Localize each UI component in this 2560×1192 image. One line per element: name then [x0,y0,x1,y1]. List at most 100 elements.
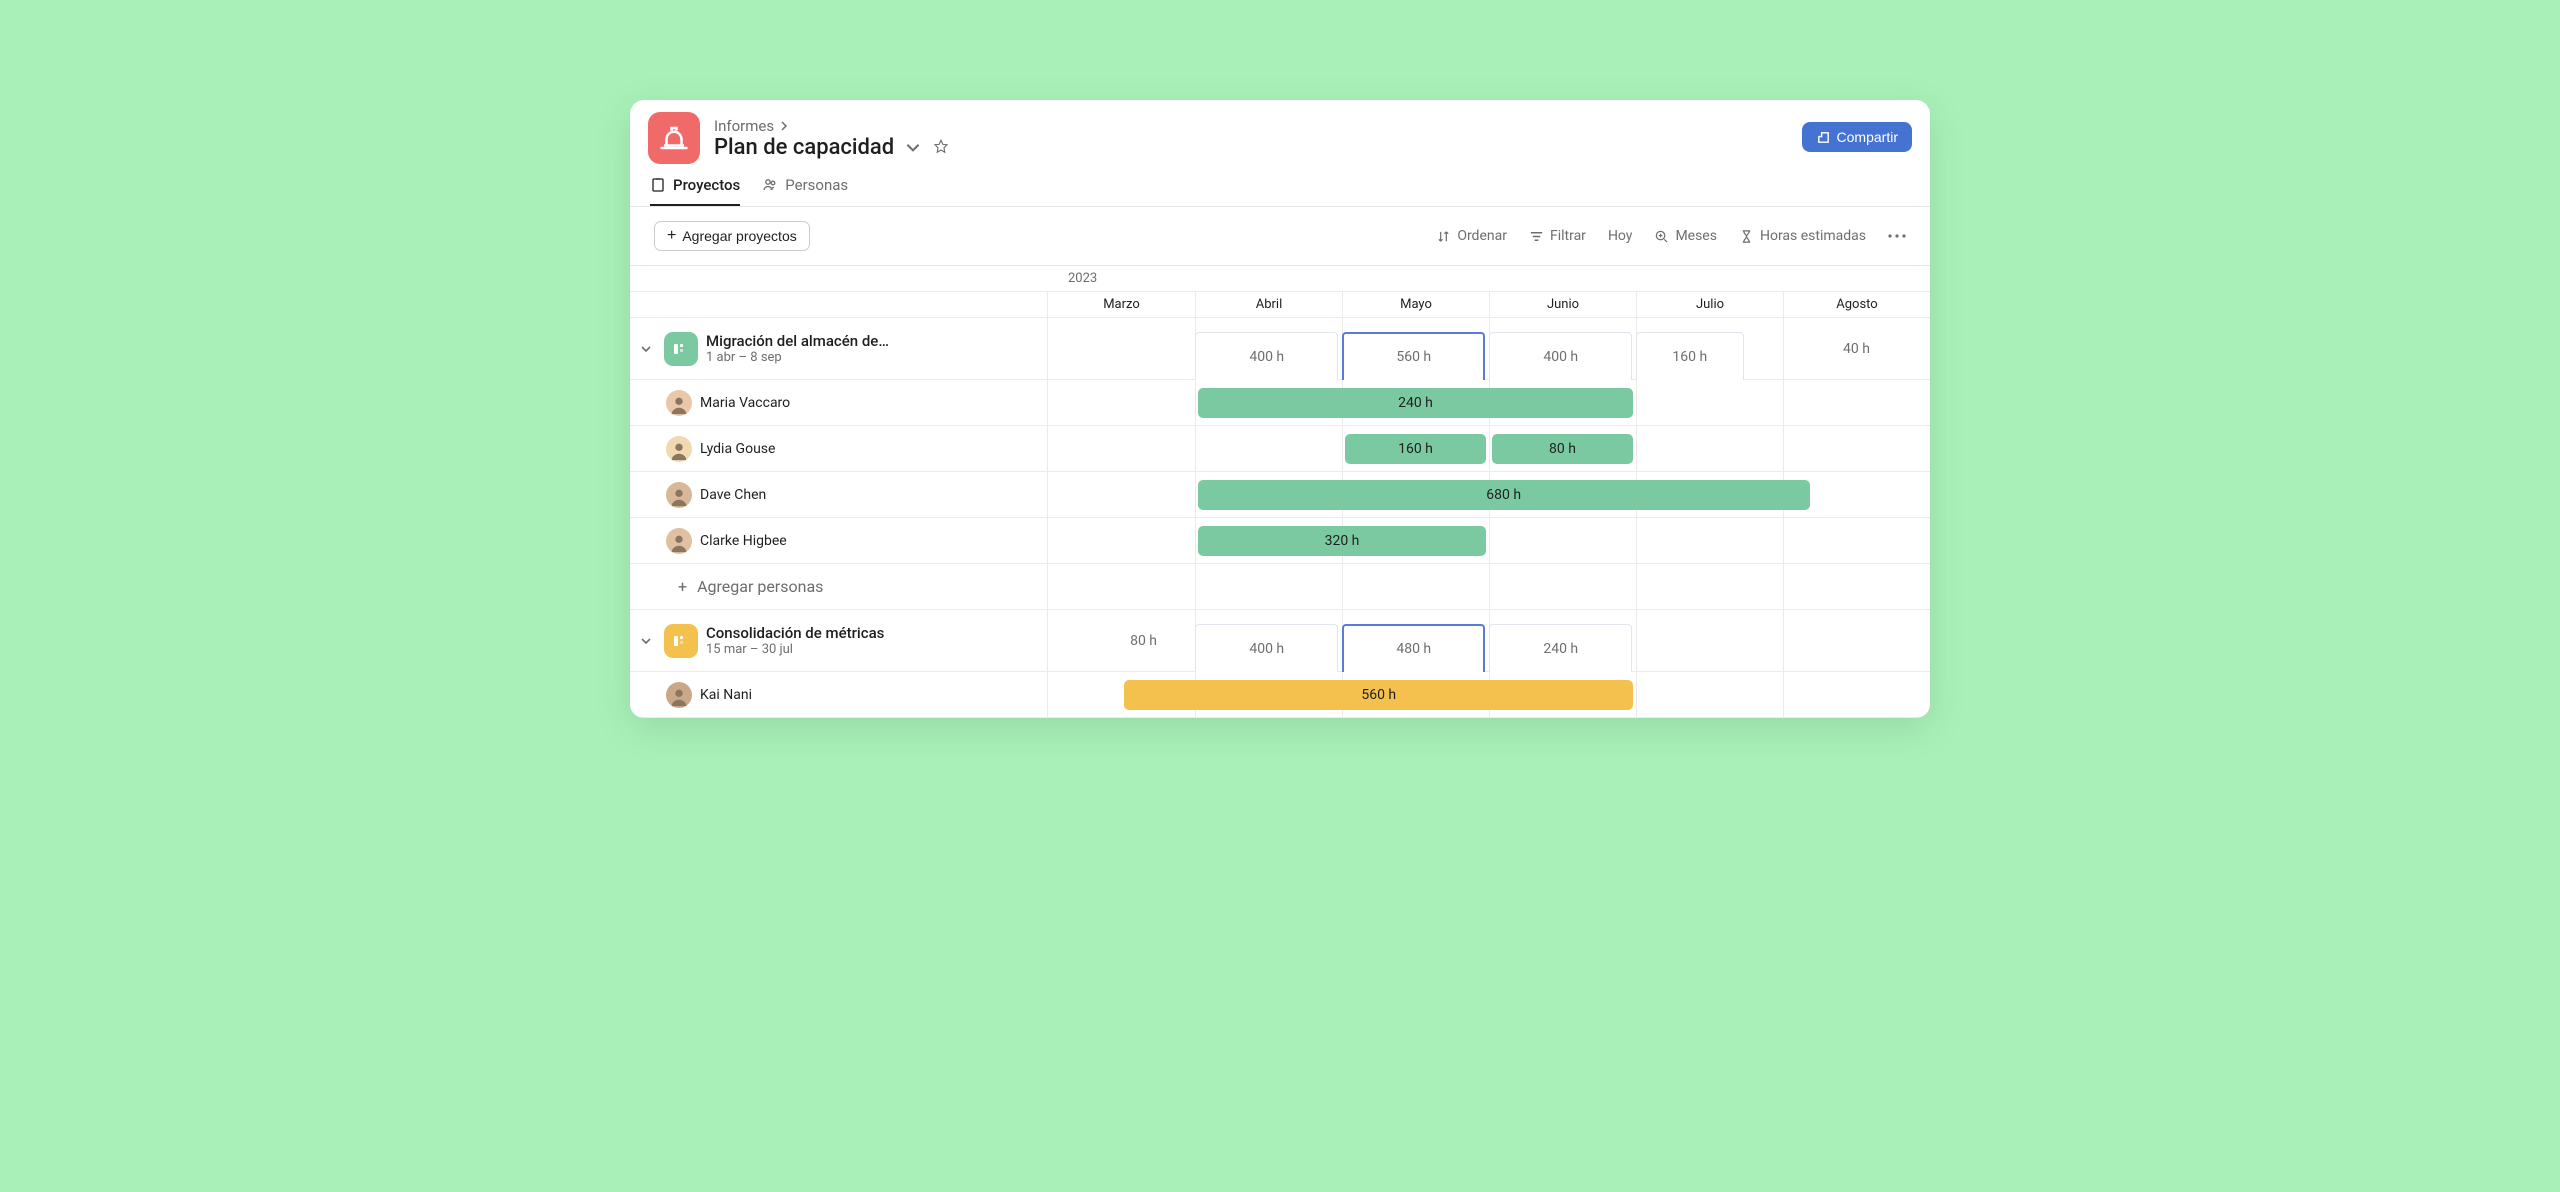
add-projects-button[interactable]: + Agregar proyectos [654,221,810,251]
person-grid: 560 h [1048,672,1930,717]
person-side: Maria Vaccaro [630,380,1048,425]
person-name[interactable]: Dave Chen [700,487,766,503]
hours-button[interactable]: Horas estimadas [1739,228,1866,244]
project-name[interactable]: Consolidación de métricas [706,624,884,642]
allocation-bar[interactable]: 320 h [1198,526,1487,556]
summary-cell[interactable]: 160 h [1636,332,1744,380]
person-name[interactable]: Clarke Higbee [700,533,787,549]
person-name[interactable]: Maria Vaccaro [700,395,790,411]
expand-toggle[interactable] [640,343,656,355]
summary-cell[interactable]: 240 h [1489,624,1632,672]
person-side: Kai Nani [630,672,1048,717]
project-text: Migración del almacén de…1 abr – 8 sep [706,332,889,365]
sort-button[interactable]: Ordenar [1436,228,1507,244]
project-dates: 15 mar – 30 jul [706,642,884,657]
plus-icon: + [667,228,676,244]
tab-projects[interactable]: Proyectos [650,176,740,206]
add-person-row[interactable]: +Agregar personas [630,564,1930,610]
header: Informes Plan de capacidad Compartir [630,100,1930,164]
share-icon [1816,130,1831,145]
project-icon [664,332,698,366]
person-side: Clarke Higbee [630,518,1048,563]
filter-button[interactable]: Filtrar [1529,228,1586,244]
month-header: Agosto [1783,292,1930,317]
clipboard-icon [650,177,666,193]
month-header: Marzo [1048,292,1195,317]
expand-toggle[interactable] [640,635,656,647]
allocation-bar[interactable]: 560 h [1124,680,1633,710]
person-grid: 240 h [1048,380,1930,425]
allocation-bar[interactable]: 80 h [1492,434,1634,464]
toolbar-right: Ordenar Filtrar Hoy Meses Horas estimada… [1436,228,1906,244]
page-title: Plan de capacidad [714,135,894,160]
hours-label: Horas estimadas [1760,228,1866,244]
tabs: Proyectos Personas [630,164,1930,207]
summary-cell[interactable]: 40 h [1783,318,1930,379]
allocation-bar[interactable]: 680 h [1198,480,1810,510]
avatar [666,436,692,462]
more-button[interactable] [1888,234,1906,238]
share-button[interactable]: Compartir [1802,122,1912,152]
app-window: Informes Plan de capacidad Compartir [630,100,1930,718]
summary-cell[interactable]: 560 h [1342,332,1485,380]
person-row: Lydia Gouse 160 h80 h [630,426,1930,472]
today-button[interactable]: Hoy [1608,228,1633,244]
year-row: 2023 [630,266,1930,292]
months-row: MarzoAbrilMayoJunioJulioAgosto [630,292,1930,318]
add-person-side: +Agregar personas [630,564,1048,609]
sort-icon [1436,229,1451,244]
avatar [666,528,692,554]
timeline-rows: Migración del almacén de…1 abr – 8 sep 40… [630,318,1930,718]
allocation-bar[interactable]: 160 h [1345,434,1487,464]
summary-cell[interactable]: 400 h [1489,332,1632,380]
filter-label: Filtrar [1550,228,1586,244]
month-header: Abril [1195,292,1342,317]
star-icon [932,138,950,156]
tab-people[interactable]: Personas [762,176,848,206]
person-row: Kai Nani 560 h [630,672,1930,718]
project-name[interactable]: Migración del almacén de… [706,332,889,350]
month-header: Julio [1636,292,1783,317]
avatar [666,482,692,508]
person-name[interactable]: Kai Nani [700,687,752,703]
summary-cell[interactable]: 400 h [1195,332,1338,380]
share-label: Compartir [1837,129,1898,145]
summary-cell[interactable]: 400 h [1195,624,1338,672]
hourglass-icon [1739,229,1754,244]
person-row: Maria Vaccaro 240 h [630,380,1930,426]
zoom-icon [1654,229,1669,244]
person-side: Dave Chen [630,472,1048,517]
project-row: Migración del almacén de…1 abr – 8 sep 40… [630,318,1930,380]
breadcrumb[interactable]: Informes [714,117,950,135]
title-dropdown[interactable] [904,138,922,156]
person-side: Lydia Gouse [630,426,1048,471]
add-person-label: Agregar personas [697,577,823,596]
project-grid: 80 h400 h480 h240 h [1048,610,1930,671]
summary-cell[interactable]: 480 h [1342,624,1485,672]
month-header: Junio [1489,292,1636,317]
filter-icon [1529,229,1544,244]
summary-cell[interactable]: 80 h [1092,610,1195,671]
project-side: Migración del almacén de…1 abr – 8 sep [630,318,1048,379]
person-row: Dave Chen 680 h [630,472,1930,518]
avatar [666,390,692,416]
project-dates: 1 abr – 8 sep [706,350,889,365]
project-row: Consolidación de métricas15 mar – 30 jul… [630,610,1930,672]
months-label: Meses [1675,228,1717,244]
chevron-right-icon [778,120,790,132]
person-grid: 320 h [1048,518,1930,563]
zoom-months-button[interactable]: Meses [1654,228,1717,244]
person-grid: 160 h80 h [1048,426,1930,471]
project-side: Consolidación de métricas15 mar – 30 jul [630,610,1048,671]
person-row: Clarke Higbee 320 h [630,518,1930,564]
avatar [666,682,692,708]
favorite-button[interactable] [932,138,950,156]
add-person-grid [1048,564,1930,609]
month-header: Mayo [1342,292,1489,317]
allocation-bar[interactable]: 240 h [1198,388,1634,418]
timeline: 2023 MarzoAbrilMayoJunioJulioAgosto Migr… [630,266,1930,718]
person-name[interactable]: Lydia Gouse [700,441,775,457]
header-left: Informes Plan de capacidad [648,112,950,164]
person-grid: 680 h [1048,472,1930,517]
project-grid: 400 h560 h400 h160 h40 h [1048,318,1930,379]
